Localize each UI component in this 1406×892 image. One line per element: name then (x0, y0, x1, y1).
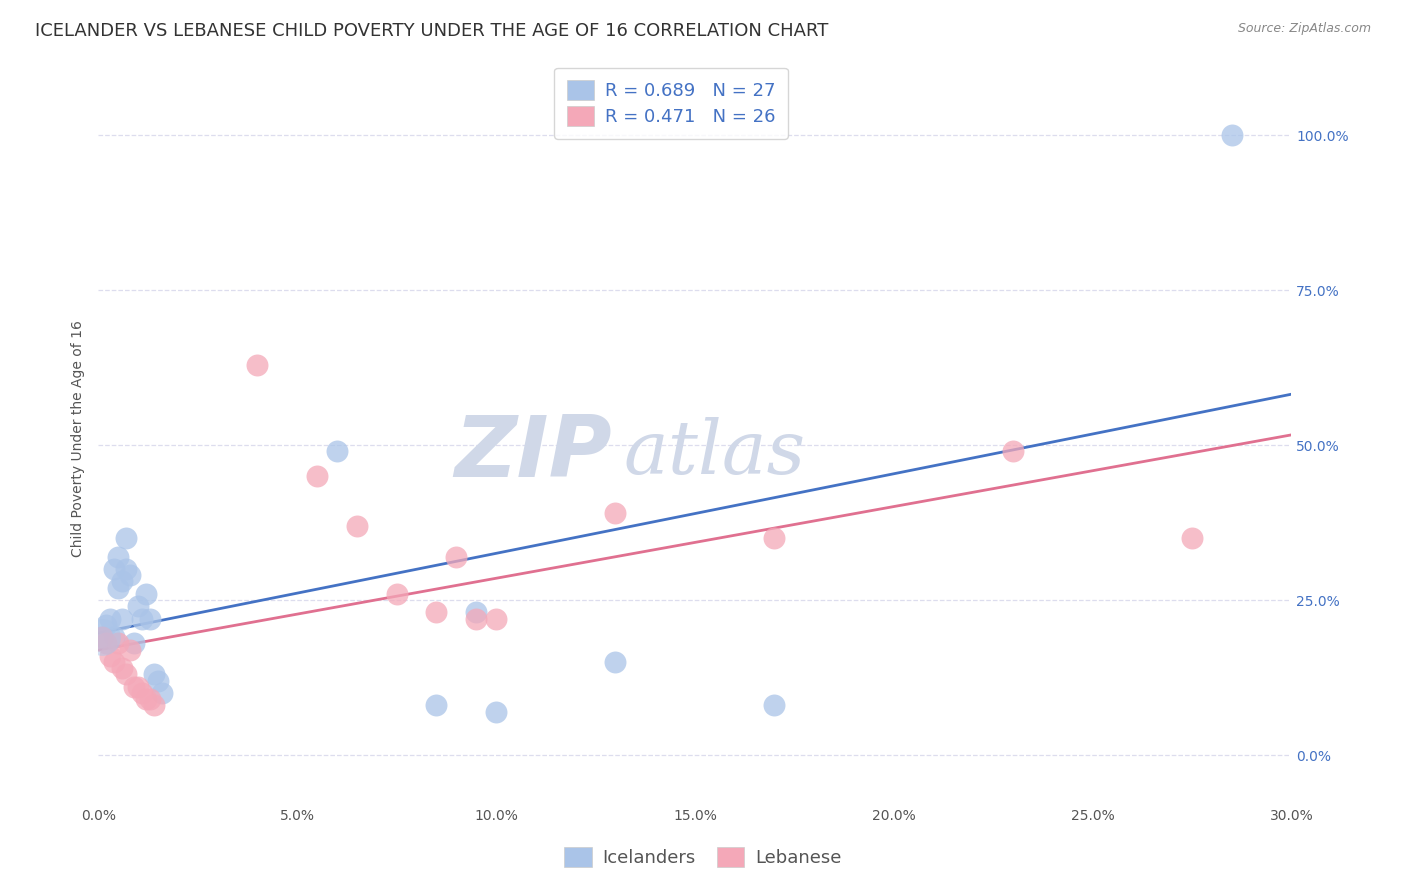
Point (131, 686, 153, 700)
Point (1001, 444, 1024, 458)
Text: ICELANDER VS LEBANESE CHILD POVERTY UNDER THE AGE OF 16 CORRELATION CHART: ICELANDER VS LEBANESE CHILD POVERTY UNDE… (35, 22, 828, 40)
Point (385, 587, 408, 601)
Point (103, 562, 125, 576)
Point (107, 636, 129, 650)
Point (96, 618, 118, 632)
Point (326, 444, 349, 458)
Point (115, 667, 138, 681)
Point (111, 661, 134, 675)
Point (98, 648, 121, 663)
Text: Source: ZipAtlas.com: Source: ZipAtlas.com (1237, 22, 1371, 36)
Point (485, 705, 508, 719)
Point (91, 630, 114, 644)
Point (98, 612, 121, 626)
Point (1220, 128, 1243, 143)
Point (111, 612, 134, 626)
Point (605, 655, 627, 669)
Point (425, 606, 447, 620)
Legend: R = 0.689   N = 27, R = 0.471   N = 26: R = 0.689 N = 27, R = 0.471 N = 26 (554, 68, 787, 139)
Point (143, 667, 166, 681)
Point (122, 636, 145, 650)
Point (91, 630, 114, 644)
Point (135, 587, 157, 601)
Point (465, 612, 488, 626)
Point (122, 680, 145, 694)
Point (446, 549, 468, 564)
Point (120, 568, 142, 582)
Point (139, 692, 162, 706)
Point (103, 630, 125, 644)
Point (111, 574, 134, 589)
Point (346, 518, 368, 533)
Point (115, 531, 138, 545)
Point (91, 630, 114, 644)
Point (103, 655, 125, 669)
Point (425, 698, 447, 713)
Point (465, 606, 488, 620)
Point (115, 562, 138, 576)
Point (139, 612, 162, 626)
Point (150, 686, 173, 700)
Point (1181, 531, 1204, 545)
Legend: Icelanders, Lebanese: Icelanders, Lebanese (557, 839, 849, 874)
Point (135, 692, 157, 706)
Point (127, 599, 149, 614)
Text: ZIP: ZIP (454, 412, 612, 495)
Y-axis label: Child Poverty Under the Age of 16: Child Poverty Under the Age of 16 (72, 320, 86, 558)
Point (96, 636, 118, 650)
Point (127, 680, 149, 694)
Point (246, 358, 269, 372)
Point (307, 469, 329, 483)
Point (485, 612, 508, 626)
Point (120, 642, 142, 657)
Point (107, 549, 129, 564)
Point (763, 698, 786, 713)
Point (107, 581, 129, 595)
Point (131, 612, 153, 626)
Point (763, 531, 786, 545)
Point (605, 506, 627, 520)
Point (146, 673, 169, 688)
Point (143, 698, 166, 713)
Text: atlas: atlas (623, 417, 806, 490)
